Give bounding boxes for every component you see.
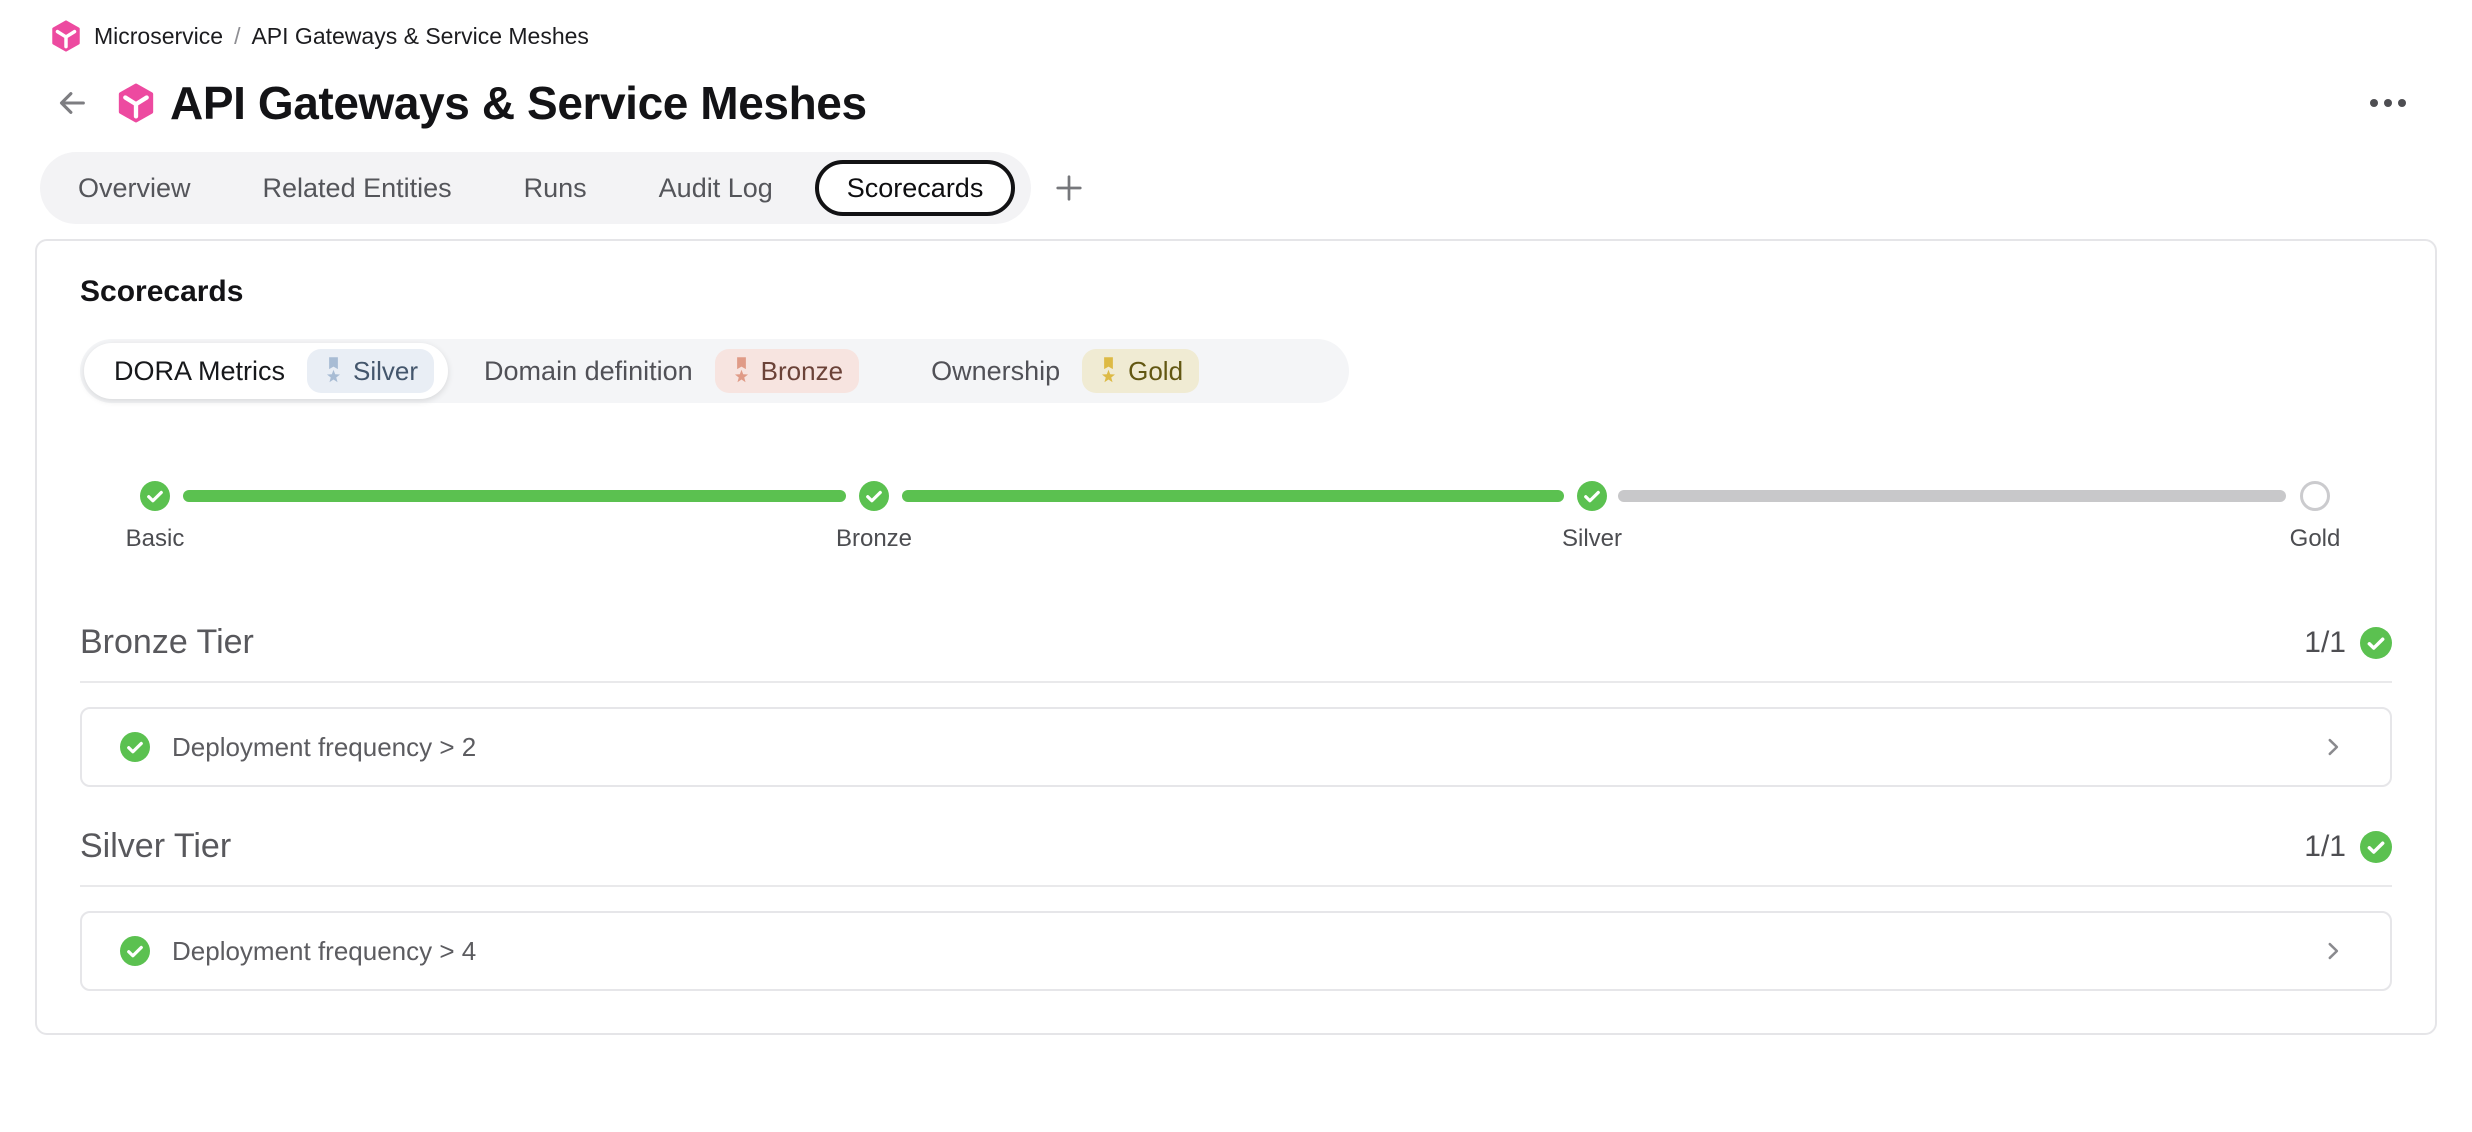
entity-tabbar: Overview Related Entities Runs Audit Log…	[40, 152, 1032, 224]
scorecard-tab-domain-definition[interactable]: Domain definition Bronze	[448, 339, 895, 403]
tier-badge-label: Silver	[353, 355, 419, 386]
tab-overview[interactable]: Overview	[78, 172, 191, 203]
milestone-label-gold: Gold	[2289, 525, 2341, 552]
tier-passed-check-icon	[2360, 626, 2392, 659]
tab-audit-log[interactable]: Audit Log	[658, 172, 773, 203]
tier-name: Silver Tier	[80, 827, 232, 865]
breadcrumb-separator: /	[234, 22, 241, 49]
tier-divider	[80, 681, 2392, 683]
scorecard-tab-ownership[interactable]: Ownership Gold	[895, 339, 1235, 403]
chevron-right-icon	[2328, 942, 2339, 960]
tier-passed-check-icon	[2360, 830, 2392, 863]
more-options-button[interactable]	[2362, 91, 2414, 115]
progress-segment-bronze-silver	[902, 490, 1564, 502]
medal-icon	[1102, 357, 1116, 383]
milestone-gold-pending-icon	[2300, 481, 2330, 511]
add-tab-button[interactable]	[1049, 168, 1089, 208]
milestone-silver-check-icon	[1577, 481, 1607, 511]
milestone-bronze-check-icon	[859, 481, 889, 511]
rule-label: Deployment frequency > 4	[172, 935, 477, 966]
tier-badge-label: Bronze	[760, 355, 844, 386]
back-button[interactable]	[55, 86, 89, 120]
tier-badge-silver: Silver	[307, 349, 435, 393]
tier-score-value: 1/1	[2304, 829, 2346, 863]
milestone-label-basic: Basic	[125, 525, 185, 552]
tier-name: Bronze Tier	[80, 623, 254, 661]
breadcrumb: Microservice / API Gateways & Service Me…	[0, 0, 2472, 52]
medal-icon	[326, 357, 341, 383]
entity-header: API Gateways & Service Meshes	[0, 52, 2472, 130]
page-title: API Gateways & Service Meshes	[170, 77, 867, 129]
progress-segment-basic-bronze	[183, 490, 846, 502]
microservice-blueprint-icon	[52, 20, 80, 52]
entity-cube-icon	[118, 83, 154, 123]
milestone-label-silver: Silver	[1561, 525, 1623, 552]
tier-score-value: 1/1	[2304, 625, 2346, 659]
plus-icon	[1056, 175, 1082, 201]
tab-related-entities[interactable]: Related Entities	[262, 172, 452, 203]
tier-score: 1/1	[2304, 830, 2392, 864]
breadcrumb-blueprint[interactable]: Microservice	[94, 22, 224, 49]
panel-title: Scorecards	[80, 275, 244, 308]
tier-badge-label: Gold	[1128, 355, 1184, 386]
tier-header-bronze: Bronze Tier 1/1	[80, 623, 2392, 662]
breadcrumb-entity: API Gateways & Service Meshes	[251, 22, 589, 49]
scorecard-label: Domain definition	[484, 355, 693, 386]
tab-scorecards[interactable]: Scorecards	[814, 160, 1016, 216]
ellipsis-icon	[2370, 99, 2378, 107]
scorecards-panel: Scorecards DORA Metrics Silver Domain de…	[35, 239, 2437, 1035]
chevron-right-icon	[2328, 738, 2339, 756]
scorecard-selector: DORA Metrics Silver Domain definition Br…	[80, 339, 1349, 403]
milestone-basic-check-icon	[140, 481, 170, 511]
tier-divider	[80, 885, 2392, 887]
tab-runs[interactable]: Runs	[523, 172, 587, 203]
milestone-label-bronze: Bronze	[835, 525, 913, 552]
rule-passed-check-icon	[120, 732, 150, 762]
rule-label: Deployment frequency > 2	[172, 731, 477, 762]
tier-badge-gold: Gold	[1082, 349, 1200, 393]
rule-passed-check-icon	[120, 936, 150, 966]
tier-badge-bronze: Bronze	[714, 349, 860, 393]
scorecard-label: Ownership	[931, 355, 1061, 386]
tier-score: 1/1	[2304, 626, 2392, 660]
tier-progress-track: Basic Bronze Silver Gold	[80, 481, 2392, 581]
rule-row-deployment-frequency-4[interactable]: Deployment frequency > 4	[80, 911, 2392, 991]
scorecard-label: DORA Metrics	[114, 355, 286, 386]
rule-row-deployment-frequency-2[interactable]: Deployment frequency > 2	[80, 707, 2392, 787]
back-arrow-icon	[59, 92, 85, 114]
medal-icon	[734, 357, 748, 383]
progress-segment-silver-gold	[1618, 490, 2286, 502]
scorecard-tab-dora-metrics[interactable]: DORA Metrics Silver	[84, 343, 449, 399]
tier-header-silver: Silver Tier 1/1	[80, 827, 2392, 866]
entity-tabs-row: Overview Related Entities Runs Audit Log…	[40, 152, 2472, 224]
